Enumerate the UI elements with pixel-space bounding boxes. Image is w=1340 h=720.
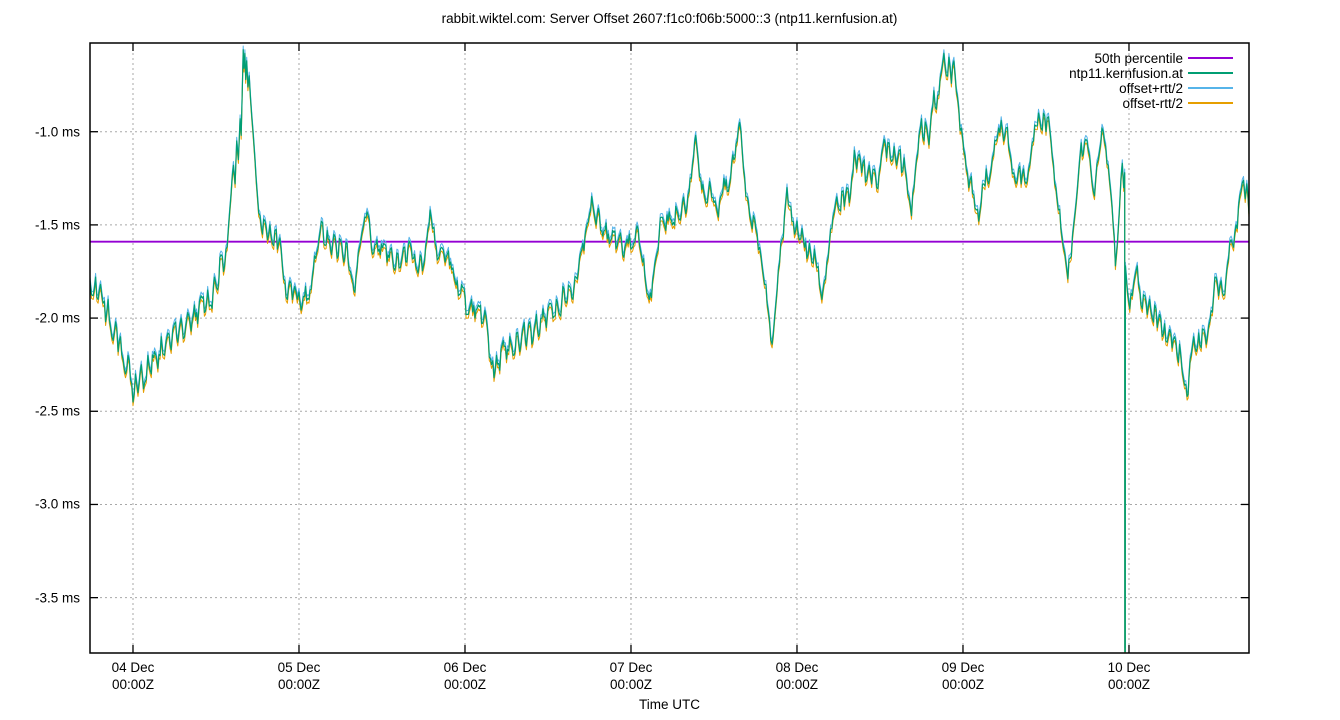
legend-label: offset-rtt/2 [1122,95,1183,111]
y-axis-tick-label: -1.0 ms [34,124,80,140]
chart-title: rabbit.wiktel.com: Server Offset 2607:f1… [441,11,898,26]
rtt-lower-trace [89,52,1250,653]
y-axis-tick-label: -2.5 ms [34,403,80,419]
y-axis-tick-label: -1.5 ms [34,217,80,233]
x-axis-title: Time UTC [639,697,700,712]
legend-line-swatch [1188,102,1233,104]
x-axis-tick-label: 06 Dec 00:00Z [443,660,487,692]
rtt-upper-trace [89,45,1250,649]
legend-label: offset+rtt/2 [1119,80,1183,96]
legend-item: offset-rtt/2 [0,96,1340,111]
y-axis-tick-label: -3.5 ms [34,590,80,606]
legend-label: ntp11.kernfusion.at [1069,65,1183,81]
y-axis-tick-label: -3.0 ms [34,496,80,512]
legend-line-swatch [1188,57,1233,59]
x-axis-tick-label: 07 Dec 00:00Z [609,660,653,692]
x-axis-tick-label: 09 Dec 00:00Z [941,660,985,692]
legend-item: ntp11.kernfusion.at [0,66,1340,81]
x-axis-tick-label: 08 Dec 00:00Z [775,660,819,692]
legend-line-swatch [1188,87,1233,89]
offset-trace [89,49,1250,653]
legend-item: offset+rtt/2 [0,81,1340,96]
plot-border [89,42,1250,654]
x-axis-tick-label: 05 Dec 00:00Z [277,660,321,692]
x-axis-tick-label: 04 Dec 00:00Z [111,660,155,692]
legend-line-swatch [1188,72,1233,74]
y-axis-tick-label: -2.0 ms [34,310,80,326]
x-axis-tick-label: 10 Dec 00:00Z [1107,660,1151,692]
legend-label: 50th percentile [1094,50,1183,66]
legend-item: 50th percentile [0,51,1340,66]
